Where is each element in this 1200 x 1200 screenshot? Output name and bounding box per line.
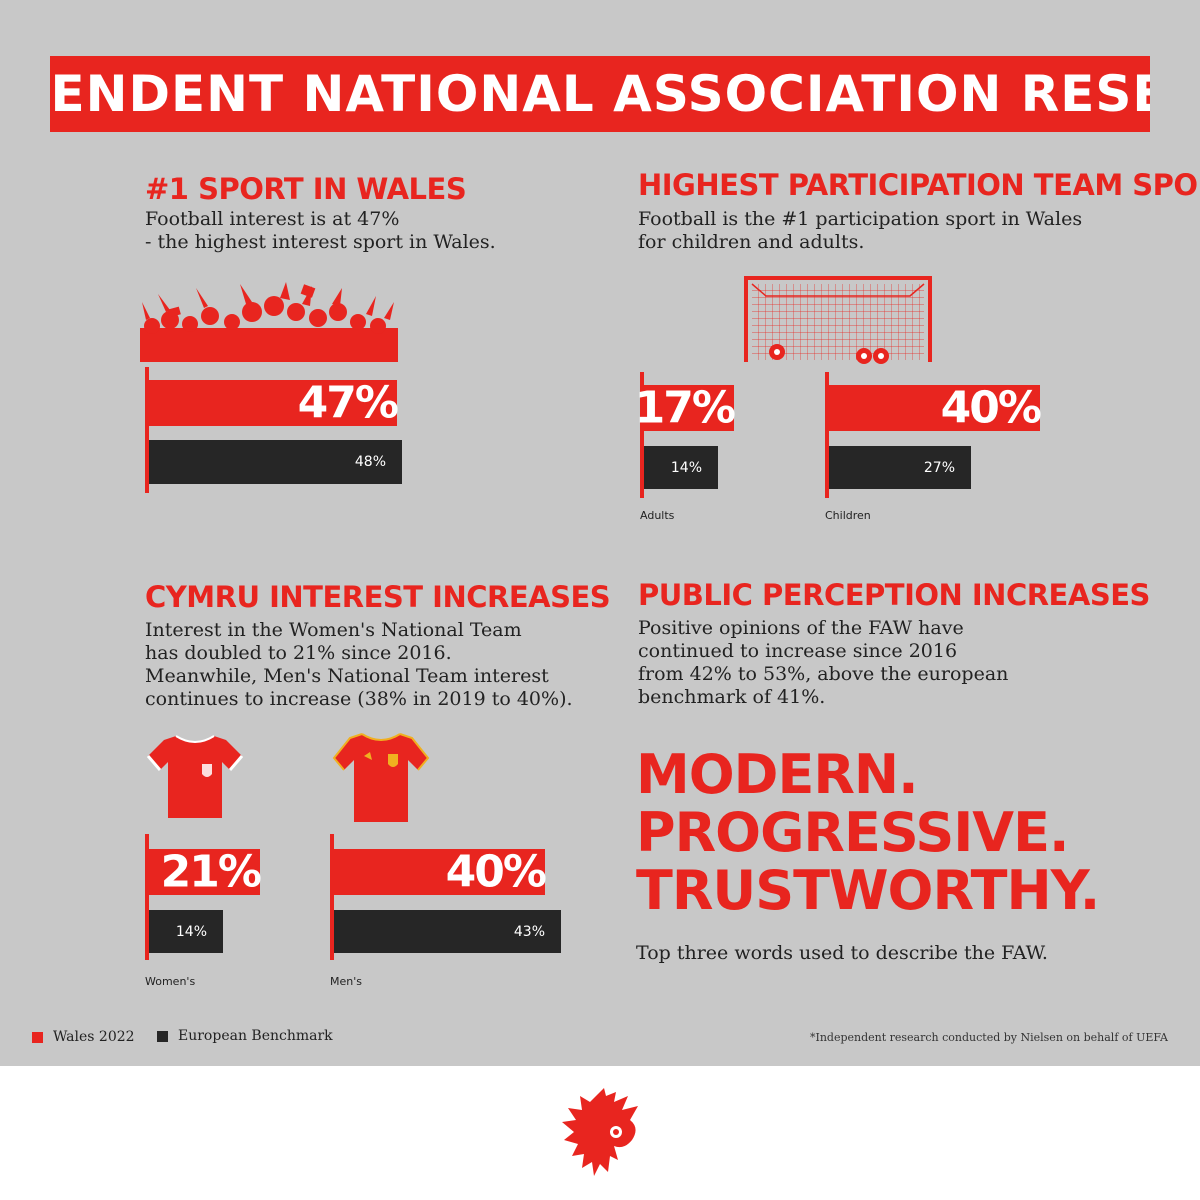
- perception-text-line: Positive opinions of the FAW have: [638, 617, 964, 639]
- womens-shirt-icon: [146, 735, 244, 818]
- mens-europe-bar: 43%: [334, 910, 561, 953]
- perception-text: Positive opinions of the FAW have contin…: [638, 617, 1008, 709]
- tagline-word: TRUSTWORTHY.: [636, 859, 1100, 922]
- sport-wales-bar: 47%: [149, 377, 399, 429]
- tagline-word: PROGRESSIVE.: [636, 801, 1070, 864]
- mens-wales-value: 40%: [445, 846, 547, 898]
- participation-heading: HIGHEST PARTICIPATION TEAM SPORT: [638, 168, 1200, 202]
- legend-label-europe: European Benchmark: [178, 1028, 333, 1044]
- adults-wales-value: 17%: [634, 382, 736, 434]
- legend-item-wales: Wales 2022: [32, 1029, 135, 1045]
- cymru-text-line: has doubled to 21% since 2016.: [145, 642, 452, 664]
- womens-wales-value: 21%: [160, 846, 262, 898]
- sport-wales-value: 47%: [297, 377, 399, 429]
- tagline-word: MODERN.: [636, 743, 919, 806]
- sport-europe-bar: 48%: [149, 440, 402, 484]
- participation-text-line: for children and adults.: [638, 231, 865, 253]
- womens-chart-axis: [145, 834, 149, 960]
- cymru-text-line: continues to increase (38% in 2019 to 40…: [145, 688, 573, 710]
- legend-swatch-wales: [32, 1031, 43, 1043]
- participation-text-line: Football is the #1 participation sport i…: [638, 208, 1083, 230]
- legend-item-europe: European Benchmark: [157, 1028, 333, 1044]
- womens-europe-bar: 14%: [149, 910, 223, 953]
- perception-text-line: from 42% to 53%, above the european: [638, 663, 1009, 685]
- crowd-icon: [140, 282, 398, 362]
- adults-chart-axis: [640, 372, 644, 498]
- perception-text-line: continued to increase since 2016: [638, 640, 958, 662]
- mens-shirt-icon: [332, 733, 430, 822]
- children-chart-axis: [825, 372, 829, 498]
- children-wales-value: 40%: [940, 382, 1042, 434]
- perception-text-line: benchmark of 41%.: [638, 686, 826, 708]
- sport-text: Football interest is at 47% - the highes…: [145, 208, 496, 254]
- legend-label-wales: Wales 2022: [53, 1029, 135, 1045]
- tagline-caption-text: Top three words used to describe the FAW…: [636, 942, 1048, 964]
- children-europe-value: 27%: [923, 459, 955, 476]
- cymru-text-line: Meanwhile, Men's National Team interest: [145, 665, 549, 687]
- sport-europe-value: 48%: [354, 454, 386, 470]
- goal-net-icon: [744, 276, 932, 364]
- participation-text: Football is the #1 participation sport i…: [638, 208, 1082, 254]
- legend-swatch-europe: [157, 1030, 168, 1042]
- faw-dragon-logo: [562, 1088, 638, 1176]
- womens-label: Women's: [145, 975, 196, 988]
- adults-europe-bar: 14%: [644, 446, 718, 489]
- tagline-words: MODERN. PROGRESSIVE. TRUSTWORTHY.: [636, 743, 1100, 922]
- cymru-text: Interest in the Women's National Team ha…: [145, 619, 573, 711]
- sport-text-line: - the highest interest sport in Wales.: [145, 231, 496, 253]
- perception-heading: PUBLIC PERCEPTION INCREASES: [638, 578, 1150, 612]
- children-label: Children: [825, 509, 871, 522]
- cymru-heading: CYMRU INTEREST INCREASES: [145, 580, 611, 614]
- content-panel: INDEPENDENT NATIONAL ASSOCIATION RESEARC…: [0, 0, 1200, 1066]
- womens-europe-value: 14%: [175, 923, 207, 940]
- adults-europe-value: 14%: [670, 459, 702, 476]
- adults-label: Adults: [640, 509, 675, 522]
- children-europe-bar: 27%: [829, 446, 971, 489]
- mens-label: Men's: [330, 975, 362, 988]
- sport-text-line: Football interest is at 47%: [145, 208, 400, 230]
- adults-wales-bar: 17%: [635, 383, 736, 434]
- womens-wales-bar: 21%: [149, 846, 262, 898]
- children-wales-bar: 40%: [829, 382, 1042, 434]
- sport-chart-axis: [145, 367, 149, 493]
- title-banner: INDEPENDENT NATIONAL ASSOCIATION RESEARC…: [50, 56, 1150, 132]
- banner-title: INDEPENDENT NATIONAL ASSOCIATION RESEARC…: [50, 65, 1150, 123]
- cymru-text-line: Interest in the Women's National Team: [145, 619, 522, 641]
- mens-europe-value: 43%: [513, 923, 545, 940]
- sport-heading: #1 SPORT IN WALES: [145, 172, 467, 206]
- mens-chart-axis: [330, 834, 334, 960]
- tagline-caption: Top three words used to describe the FAW…: [636, 942, 1048, 965]
- footnote: *Independent research conducted by Niels…: [809, 1031, 1168, 1044]
- mens-wales-bar: 40%: [334, 846, 547, 898]
